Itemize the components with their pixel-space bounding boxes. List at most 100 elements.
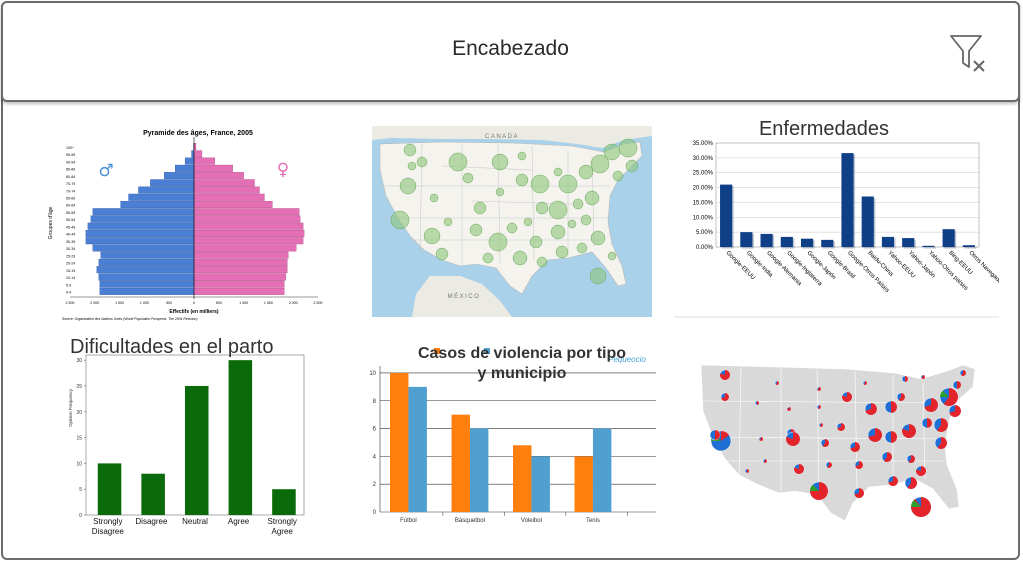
birth-xtick: Agree xyxy=(228,517,250,526)
birth-xtick: Neutral xyxy=(182,517,208,526)
pyramid-bar-female xyxy=(193,258,288,266)
legend-swatch-blue xyxy=(484,348,490,354)
pyramid-age-label: 70-74 xyxy=(66,189,75,193)
pyramid-age-label: 55-59 xyxy=(66,211,75,215)
pyramid-age-label: 20-24 xyxy=(66,262,75,266)
birth-xtick: Disagree xyxy=(135,517,168,526)
birth-bar xyxy=(272,489,296,515)
diseases-bar xyxy=(881,236,895,247)
violence-ytick: 8 xyxy=(373,399,377,405)
pyramid-age-label: 100+ xyxy=(66,146,74,150)
violence-bar xyxy=(451,414,470,512)
pyramid-source: Source: Organisation des Nations Unies (… xyxy=(62,317,198,321)
pyramid-bar-male xyxy=(85,237,195,245)
pie-slice xyxy=(957,381,961,389)
pyramid-bar-male xyxy=(87,222,195,230)
pyramid-bar-male xyxy=(184,157,195,165)
pyramid-age-label: 10-14 xyxy=(66,276,75,280)
diseases-bar xyxy=(760,233,773,247)
violence-xtick: Básquetbol xyxy=(455,518,485,524)
birth-difficulty-chart[interactable]: Opinion Frequency 0 5 10 15 20 25 30 Strongly Di… xyxy=(64,333,310,541)
page-title: Encabezado xyxy=(452,37,569,60)
pie-slice xyxy=(891,431,897,443)
pyramid-bar-female xyxy=(193,172,244,180)
pyramid-bar-female xyxy=(193,244,297,252)
pyramid-bar-male xyxy=(99,280,195,288)
diseases-title: Enfermedades xyxy=(759,118,889,140)
pyramid-bar-male xyxy=(98,258,195,266)
us-bubble-map[interactable]: CANADA MÉXICO xyxy=(372,126,652,317)
us-bubble-map-svg: CANADA MÉXICO xyxy=(372,126,652,317)
violence-ytick: 4 xyxy=(373,454,377,460)
violence-bar xyxy=(574,456,593,512)
pyramid-xtick: 2 000 xyxy=(90,301,99,305)
birth-ytick: 5 xyxy=(79,487,82,493)
pyramid-age-label: 25-29 xyxy=(66,254,75,258)
pyramid-xtick: 0 xyxy=(193,301,195,305)
birth-difficulty-chart-svg: Opinion Frequency 051015202530StronglyDi… xyxy=(64,336,310,541)
pie-slice xyxy=(794,464,804,474)
pie-slice xyxy=(911,500,921,507)
diseases-xtick: Google-Inglaterra xyxy=(785,250,823,288)
pyramid-bar-female xyxy=(193,222,304,230)
diseases-ytick: 25.00% xyxy=(693,171,714,177)
pyramid-bar-male xyxy=(92,244,195,252)
pyramid-chart[interactable]: Pyramide des âges, France, 2005 ♂ ♀ Grou… xyxy=(48,123,328,321)
violence-ytick: 0 xyxy=(373,510,377,516)
pie-slice xyxy=(940,390,949,397)
pie-slice xyxy=(747,469,749,473)
pyramid-bar-female xyxy=(193,157,215,165)
pyramid-xtick: 500 xyxy=(216,301,222,305)
filter-clear-icon[interactable] xyxy=(948,33,988,75)
pyramid-bar-female xyxy=(193,251,289,259)
pie-slice xyxy=(721,431,730,441)
pyramid-bar-female xyxy=(193,193,265,201)
us-pie-map-svg xyxy=(695,361,980,523)
violence-bar xyxy=(469,428,489,512)
violence-chart[interactable]: 0 2 4 6 8 10 Fútbol Básquetbol Voleibol Tenis Peq… xyxy=(364,340,672,530)
diseases-ytick: 30.00% xyxy=(693,156,714,162)
diseases-ytick: 5.00% xyxy=(696,230,714,236)
diseases-chart-svg: Enfermedades 0.00% 5.00% 10.00% 15.00% 20.00… xyxy=(674,118,1009,318)
mexico-label: MÉXICO xyxy=(448,293,481,300)
birth-ytick: 20 xyxy=(76,410,82,416)
pie-slice xyxy=(884,452,893,462)
pyramid-bar-female xyxy=(193,230,305,237)
pequeocio-logo: Pequeocio xyxy=(608,355,646,364)
us-pie-map[interactable] xyxy=(695,361,980,523)
birth-xtick: Agree xyxy=(272,527,294,536)
pie-slice xyxy=(905,376,908,382)
male-symbol-icon: ♂ xyxy=(98,161,113,181)
diseases-bar xyxy=(800,238,814,247)
diseases-chart[interactable]: Enfermedades 0.00% 5.00% 10.00% 15.00% 20.00… xyxy=(674,116,1009,320)
pyramid-bar-male xyxy=(150,179,195,187)
violence-xtick: Fútbol xyxy=(400,518,417,524)
pie-slice xyxy=(943,388,958,406)
pie-slice xyxy=(961,370,966,376)
diseases-ytick: 10.00% xyxy=(693,215,714,221)
pyramid-xtick: 1 000 xyxy=(239,301,248,305)
birth-ylabel: Opinion Frequency xyxy=(68,388,73,427)
violence-title-line1: Casos de violencia por tipo xyxy=(418,345,626,362)
pyramid-bar-female xyxy=(193,215,301,223)
pie-slice xyxy=(837,423,845,431)
pie-slice xyxy=(763,459,767,463)
diseases-bar xyxy=(902,238,915,247)
bubbles xyxy=(390,138,639,285)
pyramid-bar-male xyxy=(100,251,195,259)
pyramid-age-label: 50-54 xyxy=(66,218,75,222)
pyramid-xtick: 2 500 xyxy=(66,301,75,305)
pyramid-chart-svg: Pyramide des âges, France, 2005 ♂ ♀ Grou… xyxy=(48,130,323,321)
pyramid-bar-male xyxy=(98,273,195,281)
pyramid-bar-female xyxy=(193,179,255,187)
diseases-bar xyxy=(861,196,874,247)
pie-slice xyxy=(924,398,938,412)
pyramid-bar-male xyxy=(138,186,195,194)
pyramid-age-label: 95-99 xyxy=(66,153,75,157)
diseases-bar xyxy=(841,153,854,247)
pie-slice xyxy=(759,437,763,441)
pyramid-xtick: 1 500 xyxy=(264,301,273,305)
header-bar: Encabezado xyxy=(1,1,1020,102)
violence-title-line2: y municipio xyxy=(478,365,567,382)
violence-bar xyxy=(390,372,409,512)
